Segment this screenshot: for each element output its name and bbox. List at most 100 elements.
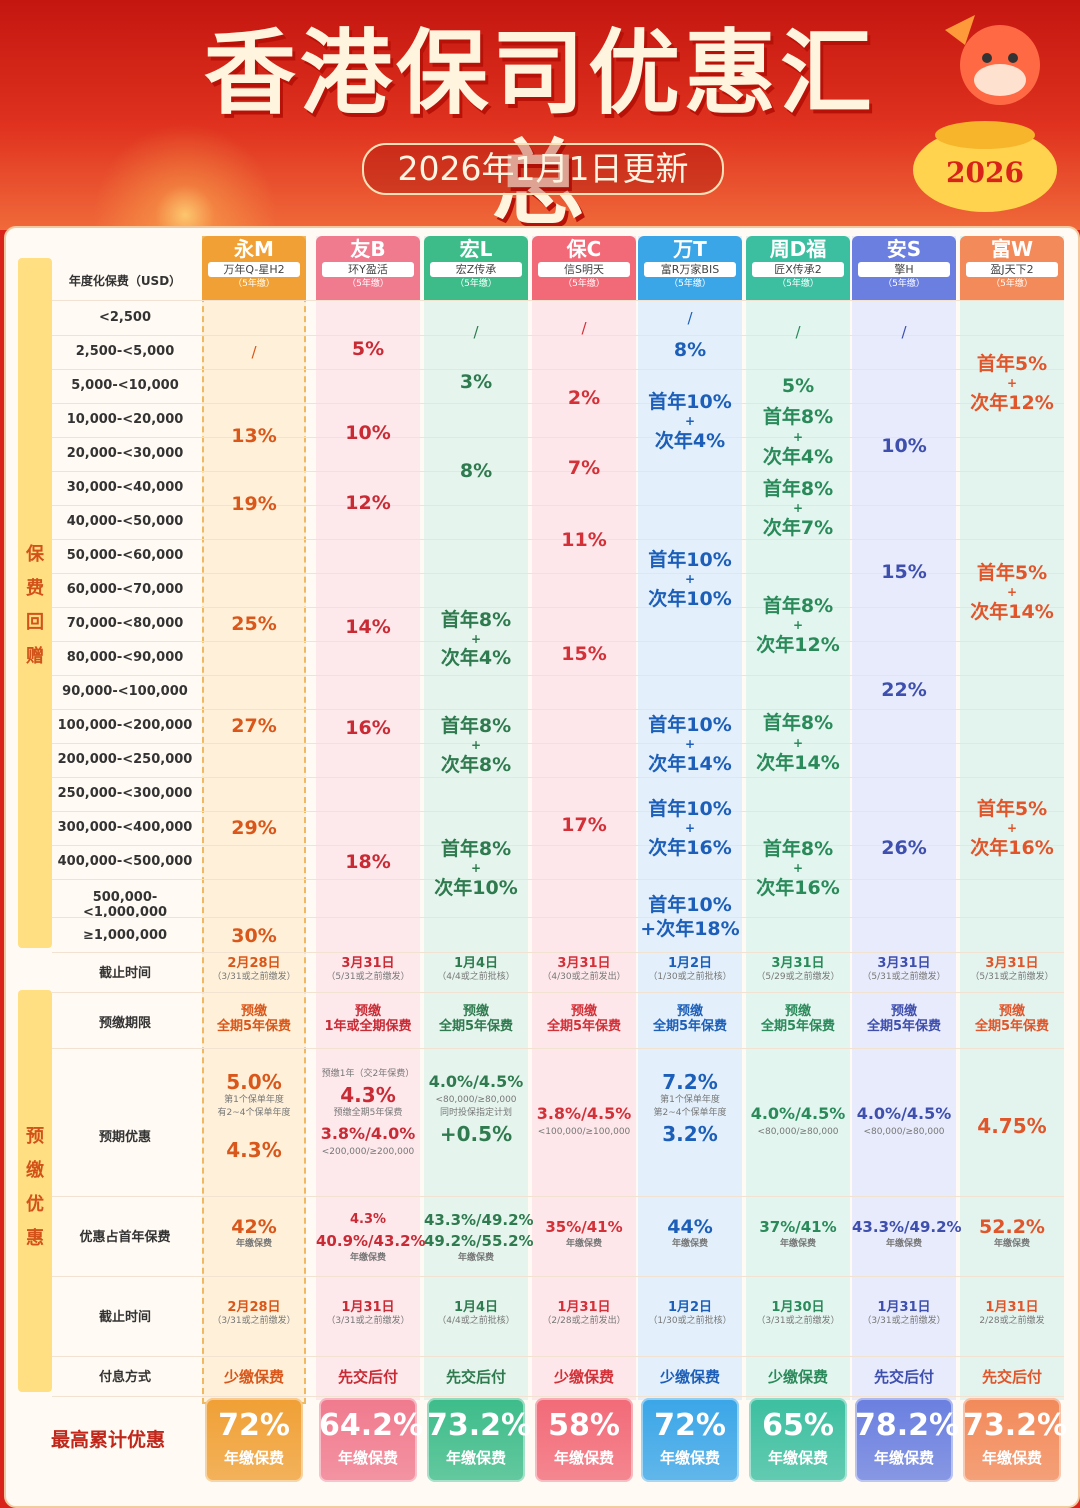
prepay-term-a: 预缴 [570, 1004, 597, 1019]
deadline-cell: 1月31日 （3/31或之前缴发） [316, 1300, 420, 1328]
prepay-term-a: 预缴 [354, 1004, 381, 1019]
deadline-cell: 2月28日 （3/31或之前缴发） [202, 1300, 306, 1328]
ratio-prefix: 43.3%/49.2% [424, 1211, 534, 1229]
prepay-rate-note: 第2~4个保单年度 [653, 1108, 727, 1118]
interest-method: 先交后付 [445, 1368, 506, 1386]
deadline-cell: 1月31日 2/28或之前缴发 [960, 1300, 1064, 1328]
section-label-char: 费 [26, 578, 44, 599]
premium-tier-label: 20,000-<30,000 [66, 446, 184, 461]
company-header: 万T 富R万家BIS （5年缴） [638, 236, 742, 300]
rebate-value: + [470, 861, 482, 875]
row-divider [52, 505, 1064, 506]
row-label: 付息方式 [98, 1370, 151, 1385]
rebate-value: 2% [567, 387, 601, 409]
deadline-note: （5/29或之前缴发） [756, 972, 840, 982]
column-background [532, 236, 636, 1400]
prepay-rate-cell: 5.0% 第1个保单年度 有2~4个保单年度 4.3% [202, 1068, 306, 1162]
deadline-date: 1月4日 [453, 956, 499, 971]
company-name: 万T [673, 237, 707, 261]
row-divider [52, 675, 1064, 676]
prepay-term-b: 全期5年保费 [438, 1019, 514, 1034]
rebate-value: 14% [345, 616, 391, 638]
rebate-value: + [1006, 585, 1018, 599]
header-banner: 香港保司优惠汇总 2026年1月1日更新 2026 [0, 0, 1080, 230]
rebate-value: / [901, 323, 907, 341]
rebate-value: 10% [881, 435, 927, 457]
rebate-value: 首年8% [762, 838, 834, 860]
rebate-value: 17% [561, 814, 607, 836]
prepay-term-cell: 预缴 全期5年保费 [424, 1004, 528, 1034]
prepay-rate-value: 4.75% [977, 1114, 1047, 1138]
product-name: 盈J天下2 [966, 262, 1058, 277]
product-name: 擎H [858, 262, 950, 277]
company-header: 永M 万年Q-星H2 （5年缴） [202, 236, 306, 300]
row-divider [52, 952, 1064, 953]
row-divider [52, 1048, 1064, 1049]
rebate-value: + [684, 821, 696, 835]
payment-years: （5年缴） [233, 279, 275, 289]
premium-tier-label: 10,000-<20,000 [66, 412, 184, 427]
column-background [638, 236, 742, 1400]
max-discount-card: 58% 年缴保费 [535, 1398, 633, 1482]
product-name: 环Y盈活 [322, 262, 414, 277]
premium-tier-label: 400,000-<500,000 [57, 854, 193, 869]
prepay-term-a: 预缴 [998, 1004, 1025, 1019]
prepay-term-b: 全期5年保费 [866, 1019, 942, 1034]
rebate-value: 25% [231, 613, 277, 635]
row-divider [52, 641, 1064, 642]
prepay-term-cell: 预缴 1年或全期保费 [316, 1004, 420, 1034]
premium-tier-label: 90,000-<100,000 [62, 684, 188, 699]
prepay-rate-value: 3.8%/4.5% [536, 1104, 632, 1123]
rebate-value: 30% [231, 925, 277, 947]
rebate-value: 8% [673, 339, 707, 361]
prepay-rate-value: 3.8%/4.0% [320, 1124, 416, 1143]
prepay-rate-note: 第1个保单年度 [660, 1095, 720, 1105]
prepay-term-b: 全期5年保费 [652, 1019, 728, 1034]
deadline-note: （3/31或之前缴发） [756, 1316, 840, 1326]
max-discount-unit: 年缴保费 [553, 1449, 614, 1467]
ratio-value: 37%/41% [759, 1218, 837, 1236]
prepay-term-b: 全期5年保费 [546, 1019, 622, 1034]
premium-tier-label: 40,000-<50,000 [66, 514, 184, 529]
rebate-value: 首年8% [762, 406, 834, 428]
rebate-value: 首年8% [762, 478, 834, 500]
prepay-term-a: 预缴 [676, 1004, 703, 1019]
column-background [852, 236, 956, 1400]
rebate-value: 次年4% [654, 430, 726, 452]
company-name: 永M [234, 237, 274, 261]
prepay-rate-cell: 7.2% 第1个保单年度 第2~4个保单年度 3.2% [638, 1068, 742, 1146]
ratio-note: 年缴保费 [993, 1239, 1030, 1249]
ratio-prefix: 4.3% [349, 1212, 387, 1227]
ratio-value: 44% [667, 1216, 713, 1238]
prepay-term-b: 全期5年保费 [760, 1019, 836, 1034]
column-background [316, 236, 420, 1400]
deadline-date: 1月2日 [667, 1300, 713, 1315]
premium-tier-label: 500,000-<1,000,000 [82, 890, 168, 920]
company-header: 宏L 宏Z传承 （5年缴） [424, 236, 528, 300]
premium-tier-label: 70,000-<80,000 [66, 616, 184, 631]
section-label-char: 预 [26, 1126, 44, 1147]
rebate-value: 15% [561, 643, 607, 665]
prepay-rate-cell: 4.0%/4.5% <80,000/≥80,000 [746, 1100, 850, 1139]
rebate-value: 5% [781, 375, 815, 397]
ratio-note: 年缴保费 [671, 1239, 708, 1249]
prepay-rate-value: 4.0%/4.5% [856, 1104, 952, 1123]
deadline-note: （3/31或之前缴发） [212, 972, 296, 982]
max-discount-value: 72% [218, 1408, 290, 1443]
rebate-value: 11% [561, 529, 607, 551]
section-label-char: 优 [26, 1194, 44, 1215]
interest-method: 少缴保费 [553, 1368, 614, 1386]
rebate-value: 12% [345, 492, 391, 514]
premium-tier-label: 2,500-<5,000 [75, 344, 175, 359]
column-background [960, 236, 1064, 1400]
ratio-note: 年缴保费 [457, 1253, 494, 1263]
interest-method: 少缴保费 [659, 1368, 720, 1386]
deadline-date: 1月30日 [771, 1300, 825, 1315]
prepay-term-a: 预缴 [462, 1004, 489, 1019]
deadline-note: （3/31或之前缴发） [326, 1316, 410, 1326]
row-divider [52, 300, 1064, 301]
rebate-value: + [792, 736, 804, 750]
rebate-value: 19% [231, 493, 277, 515]
premium-tier-label: 100,000-<200,000 [57, 718, 193, 733]
payment-years: （5年缴） [455, 279, 497, 289]
